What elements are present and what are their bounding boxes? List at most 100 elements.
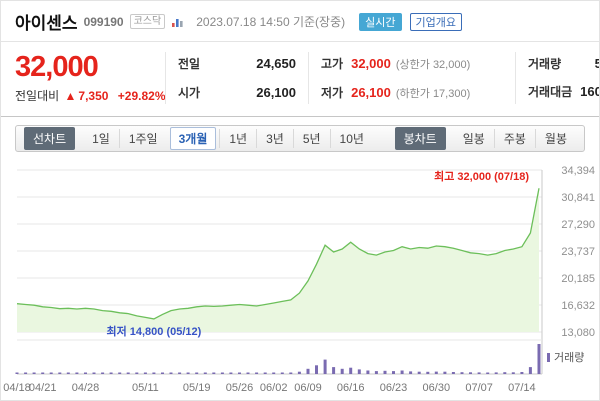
open-value: 26,100 bbox=[256, 85, 296, 101]
x-axis-label: 06/16 bbox=[337, 382, 365, 394]
price-line bbox=[16, 188, 540, 321]
price-summary: 32,000 전일대비 ▲ 7,350 +29.82% 전일 24,650 시가 … bbox=[1, 42, 599, 118]
volume-bar bbox=[374, 371, 378, 375]
x-axis-label: 07/07 bbox=[465, 382, 493, 394]
y-axis-label: 27,290 bbox=[561, 219, 595, 231]
candle-tab-weekly[interactable]: 주봉 bbox=[493, 129, 535, 149]
volume-bar bbox=[409, 371, 413, 375]
line-chart-button[interactable]: 선차트 bbox=[24, 127, 76, 151]
volume-bar bbox=[357, 369, 361, 375]
low-label: 저가 bbox=[321, 86, 344, 101]
trade-value-cell: 거래대금 160,346백만 bbox=[528, 83, 599, 101]
candle-chart-group: 봉차트 일봉 주봉 월봉 bbox=[394, 127, 576, 151]
max-annotation: 최고 32,000 (07/18) bbox=[434, 170, 529, 184]
summary-col-prev-open: 전일 24,650 시가 26,100 bbox=[165, 52, 308, 105]
current-price-block: 32,000 전일대비 ▲ 7,350 +29.82% bbox=[15, 51, 166, 104]
period-tab-1year[interactable]: 1년 bbox=[219, 129, 256, 149]
price-area bbox=[17, 188, 539, 333]
volume-bar bbox=[101, 372, 105, 375]
volume-bar bbox=[503, 372, 507, 375]
market-badge: 코스닥 bbox=[129, 14, 166, 29]
volume-bar bbox=[426, 372, 430, 375]
period-tab-10years[interactable]: 10년 bbox=[329, 129, 373, 149]
volume-bar bbox=[126, 372, 130, 375]
volume-bar bbox=[178, 372, 182, 375]
volume-legend-label: 거래량 bbox=[554, 351, 584, 364]
change-label: 전일대비 bbox=[15, 89, 60, 104]
volume-bar bbox=[434, 372, 438, 375]
volume-bar bbox=[161, 372, 164, 375]
y-axis-label: 23,737 bbox=[561, 246, 595, 258]
volume-bar bbox=[246, 372, 250, 375]
summary-col-high-low: 고가 32,000 (상한가 32,000) 저가 26,100 (하한가 17… bbox=[308, 52, 515, 105]
volume-bar bbox=[528, 367, 532, 375]
volume-bar bbox=[280, 372, 284, 375]
volume-bar bbox=[75, 372, 79, 375]
low-cell: 저가 26,100 (하한가 17,300) bbox=[321, 84, 503, 101]
x-axis-label: 04/28 bbox=[72, 382, 100, 394]
open-label: 시가 bbox=[178, 86, 201, 101]
header: 아이센스 099190 코스닥 2023.07.18 14:50 기준(장중) … bbox=[1, 1, 599, 42]
mini-chart-icon[interactable] bbox=[171, 16, 184, 28]
volume-cell: 거래량 5,199,959 bbox=[528, 55, 599, 72]
min-annotation: 최저 14,800 (05/12) bbox=[106, 324, 201, 338]
x-axis-label: 05/26 bbox=[226, 382, 254, 394]
volume-bar bbox=[315, 365, 318, 375]
volume-bar bbox=[451, 372, 455, 375]
volume-bar bbox=[486, 372, 490, 375]
candle-chart-button[interactable]: 봉차트 bbox=[394, 127, 446, 151]
period-tab-3months[interactable]: 3개월 bbox=[169, 127, 217, 151]
period-tab-3years[interactable]: 3년 bbox=[256, 129, 293, 149]
volume-bar bbox=[84, 372, 87, 375]
high-label: 고가 bbox=[321, 57, 344, 71]
y-axis-label: 16,632 bbox=[561, 300, 595, 312]
low-value: 26,100 bbox=[351, 85, 391, 101]
volume-bar bbox=[511, 372, 515, 375]
y-axis-label: 20,185 bbox=[561, 273, 595, 285]
volume-bar bbox=[366, 370, 370, 375]
stock-name: 아이센스 bbox=[15, 14, 78, 33]
volume-bar bbox=[212, 372, 216, 375]
volume-bar bbox=[109, 372, 113, 375]
volume-bar bbox=[494, 372, 498, 375]
company-overview-button[interactable]: 기업개요 bbox=[409, 12, 462, 31]
quote-time: 2023.07.18 14:50 기준(장중) bbox=[196, 15, 346, 29]
period-tab-1day[interactable]: 1일 bbox=[92, 132, 110, 147]
volume-bar bbox=[41, 372, 45, 375]
stock-code: 099190 bbox=[83, 14, 124, 29]
open-cell: 시가 26,100 bbox=[178, 84, 296, 101]
volume-legend-swatch bbox=[547, 353, 550, 363]
volume-bar bbox=[289, 372, 293, 375]
volume-bar bbox=[417, 372, 421, 375]
current-price: 32,000 bbox=[15, 51, 99, 83]
x-axis-label: 06/23 bbox=[380, 382, 408, 394]
volume-bar bbox=[349, 368, 353, 375]
volume-bar bbox=[152, 372, 156, 375]
y-axis-label: 34,394 bbox=[561, 165, 595, 177]
volume-bar bbox=[400, 370, 404, 375]
realtime-badge[interactable]: 실시간 bbox=[359, 12, 402, 31]
candle-tab-monthly[interactable]: 월봉 bbox=[534, 129, 576, 149]
volume-bar bbox=[66, 372, 70, 375]
volume-bar bbox=[306, 369, 310, 375]
x-axis-label: 06/02 bbox=[260, 382, 288, 394]
period-tab-1week[interactable]: 1주일 bbox=[118, 129, 167, 149]
upper-limit: (상한가 32,000) bbox=[395, 59, 471, 71]
x-axis-label: 06/09 bbox=[294, 382, 322, 394]
change-percent: +29.82% bbox=[117, 89, 166, 104]
volume-bar bbox=[229, 372, 233, 375]
y-axis-label: 30,841 bbox=[561, 192, 595, 204]
volume-bar bbox=[203, 372, 207, 375]
x-axis-label: 06/30 bbox=[423, 382, 451, 394]
summary-columns: 전일 24,650 시가 26,100 고가 32,000 (상한가 32,00… bbox=[165, 52, 599, 105]
candle-tab-daily[interactable]: 일봉 bbox=[462, 132, 485, 147]
volume-bar bbox=[135, 372, 139, 375]
volume-bar bbox=[143, 372, 147, 375]
volume-bar bbox=[169, 372, 173, 375]
prev-close-label: 전일 bbox=[178, 57, 201, 71]
change-value: 7,350 bbox=[78, 89, 109, 104]
period-tab-5years[interactable]: 5년 bbox=[292, 129, 330, 149]
volume-bar bbox=[520, 372, 524, 375]
x-axis-label: 07/14 bbox=[508, 382, 536, 394]
x-axis-label: 04/21 bbox=[29, 382, 57, 394]
